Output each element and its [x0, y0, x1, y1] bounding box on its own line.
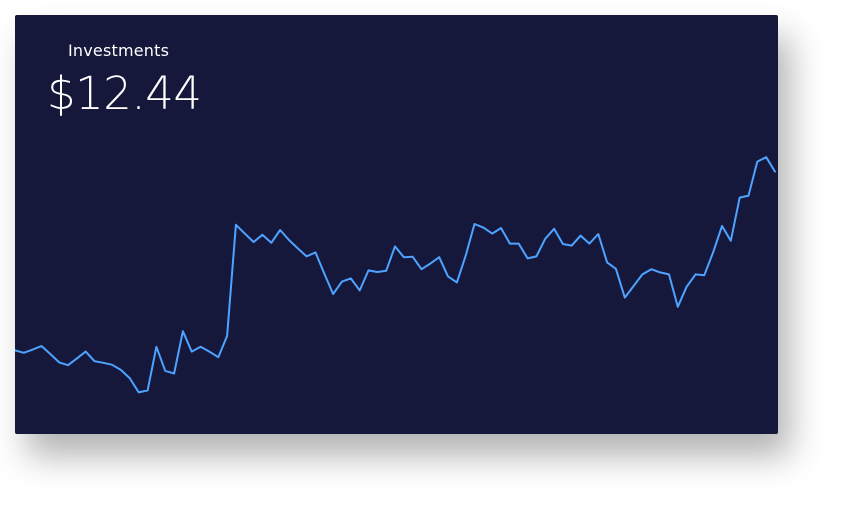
series-line-group: [15, 156, 776, 394]
card-title: Investments: [68, 41, 170, 60]
investments-card: Investments $12.44: [15, 15, 778, 434]
series-line: [15, 156, 776, 394]
investments-line-chart: [15, 156, 776, 394]
investment-value: $12.44: [47, 67, 202, 120]
